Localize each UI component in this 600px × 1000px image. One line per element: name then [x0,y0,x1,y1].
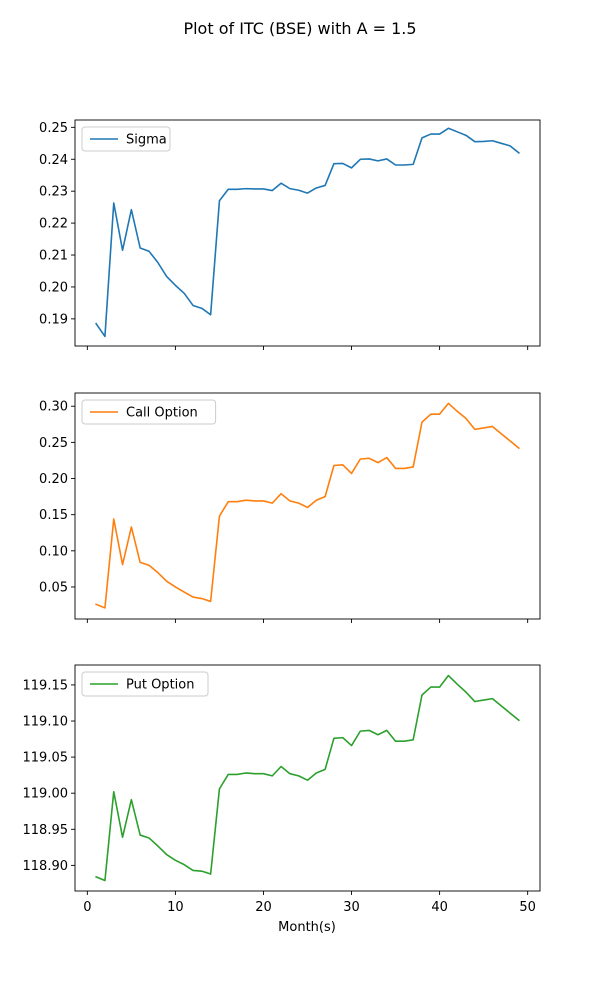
legend-box [81,399,217,425]
axes-frame [74,664,541,892]
subplots: 0.19 0.20 0.21 0.22 0.23 0.24 0.25 Sigma 0.05 0.1… [23,119,541,915]
y-tick-label: 119.00 [23,787,69,802]
x-tick-label: 20 [255,900,272,915]
y-tick-label: 0.22 [39,217,68,232]
x-tick-label: 50 [519,900,536,915]
y-tick-label: 0.20 [39,280,68,295]
x-axis-label: Month(s) [278,920,336,935]
y-tick-label: 0.25 [39,436,68,451]
y-tick-label: 0.23 [39,185,68,200]
x-tick-label: 0 [83,900,91,915]
subplot-1: 0.19 0.20 0.21 0.22 0.23 0.24 0.25 Sigma [39,119,541,350]
figure-title: Plot of ITC (BSE) with A = 1.5 [183,19,416,38]
y-tick-label: 119.10 [23,715,69,730]
y-tick-label: 0.25 [39,121,68,136]
y-tick-label: 0.15 [39,508,68,523]
legend: Put Option [81,671,209,697]
x-tick-label: 30 [343,900,360,915]
legend-box [81,126,171,152]
y-tick-label: 0.20 [39,472,68,487]
y-tick-label: 118.90 [23,859,69,874]
subplot-3: 118.90 118.95 119.00 119.05 119.10 119.15 0 10 2… [23,664,541,915]
y-tick-label: 118.95 [23,823,69,838]
y-tick-label: 0.21 [39,249,68,264]
axes-frame [74,119,541,347]
series-line [95,674,520,882]
subplot-2: 0.05 0.10 0.15 0.20 0.25 0.30 Call Option [39,392,541,623]
legend: Call Option [81,399,217,425]
series-line [95,127,520,338]
legend-label: Put Option [126,678,194,693]
y-tick-label: 0.10 [39,544,68,559]
x-tick-label: 10 [167,900,184,915]
series-line [95,402,520,609]
y-tick-label: 0.19 [39,312,68,327]
y-tick-label: 119.15 [23,678,69,693]
legend: Sigma [81,126,171,152]
axes-frame [74,392,541,620]
y-tick-label: 0.24 [39,153,68,168]
y-tick-label: 0.05 [39,580,68,595]
y-tick-label: 0.30 [39,400,68,415]
x-tick-label: 40 [431,900,448,915]
legend-box [81,671,209,697]
legend-label: Sigma [126,133,167,148]
legend-label: Call Option [126,406,198,421]
y-tick-label: 119.05 [23,751,69,766]
